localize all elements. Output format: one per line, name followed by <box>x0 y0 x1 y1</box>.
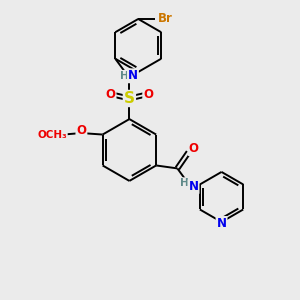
Text: O: O <box>76 124 86 137</box>
Text: H: H <box>180 178 188 188</box>
Text: O: O <box>143 88 153 101</box>
Text: N: N <box>128 69 138 82</box>
Text: O: O <box>189 142 199 155</box>
Text: O: O <box>106 88 116 101</box>
Text: Br: Br <box>158 13 173 26</box>
Text: S: S <box>124 91 135 106</box>
Text: N: N <box>189 180 199 193</box>
Text: OCH₃: OCH₃ <box>37 130 67 140</box>
Text: H: H <box>120 71 128 81</box>
Text: N: N <box>217 217 226 230</box>
